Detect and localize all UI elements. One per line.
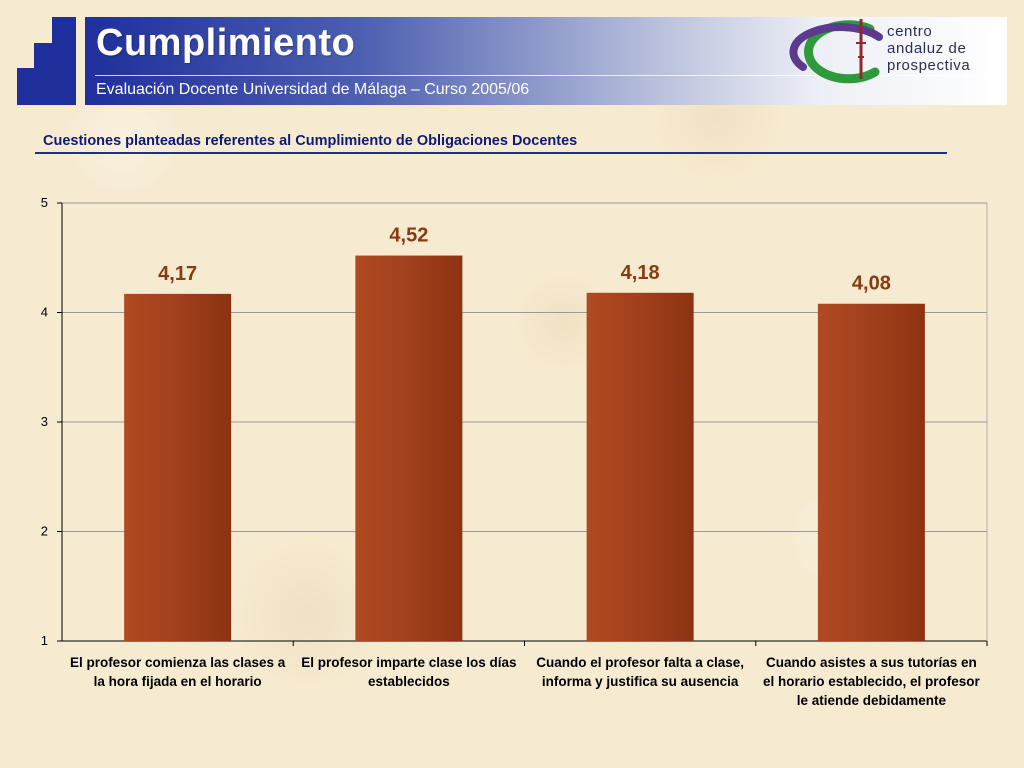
- y-tick-label: 2: [41, 524, 48, 539]
- bar-value-label: 4,52: [389, 225, 428, 247]
- bar: [355, 255, 463, 641]
- logo-text-line: prospectiva: [887, 57, 971, 74]
- decorative-square-small: [17, 68, 75, 105]
- logo-text-line: andaluz de: [887, 40, 967, 57]
- logo-purple-arc-icon: [789, 23, 883, 71]
- y-tick-label: 4: [41, 305, 48, 320]
- logo-text-line: centro: [887, 23, 933, 40]
- page-title: Cumplimiento: [96, 22, 356, 64]
- bar-value-label: 4,17: [158, 263, 197, 285]
- logo-text: centro andaluz de prospectiva: [887, 23, 970, 74]
- x-category-label: Cuando el profesor falta a clase, inform…: [536, 655, 745, 689]
- centro-andaluz-logo: [789, 19, 883, 84]
- chart-title-rule: [35, 152, 947, 154]
- bar-value-label: 4,08: [852, 273, 891, 295]
- x-category-label: Cuando asistes a sus tutorías en el hora…: [762, 655, 980, 708]
- bar-value-label: 4,18: [621, 262, 660, 284]
- x-category-label: El profesor imparte clase los días estab…: [301, 655, 517, 689]
- y-tick-label: 1: [41, 633, 48, 648]
- y-tick-label: 5: [41, 195, 48, 210]
- y-tick-label: 3: [41, 414, 48, 429]
- header-divider: [95, 75, 1000, 76]
- page-subtitle: Evaluación Docente Universidad de Málaga…: [96, 81, 530, 98]
- bar: [124, 293, 232, 641]
- x-category-label: El profesor comienza las clases a la hor…: [69, 655, 286, 689]
- bar: [586, 292, 694, 641]
- chart-title: Cuestiones planteadas referentes al Cump…: [43, 133, 578, 149]
- bar: [817, 303, 925, 641]
